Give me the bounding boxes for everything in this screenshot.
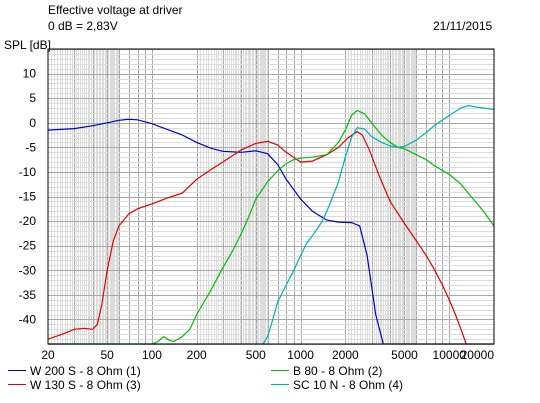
plot-frame	[47, 48, 495, 345]
chart-date: 21/11/2015	[433, 19, 493, 33]
legend-swatch-3	[8, 384, 26, 386]
legend-label-2: B 80 - 8 Ohm (2)	[293, 364, 383, 378]
legend-swatch-2	[271, 370, 289, 372]
y-tick-label: -40	[19, 312, 37, 326]
y-tick-label: -15	[19, 190, 37, 204]
chart-title: Effective voltage at driver	[48, 3, 183, 17]
y-tick-label: -10	[19, 165, 37, 179]
y-tick-label: 0	[29, 116, 36, 130]
legend-label-3: W 130 S - 8 Ohm (3)	[30, 378, 141, 392]
x-tick-label: 1000	[287, 348, 314, 362]
x-tick-label: 20000	[461, 348, 495, 362]
legend-swatch-4	[271, 384, 289, 386]
y-tick-label: -5	[25, 140, 36, 154]
y-tick-label: -30	[19, 263, 37, 277]
x-tick-label: 100	[142, 348, 162, 362]
x-tick-label: 50	[100, 348, 114, 362]
x-tick-label: 200	[187, 348, 207, 362]
grid-lines	[48, 49, 494, 345]
legend-item-series-1: W 200 S - 8 Ohm (1)	[8, 364, 141, 378]
series-line-2	[48, 130, 467, 344]
series-line-3	[48, 109, 494, 344]
x-tick-label: 20	[41, 348, 55, 362]
legend-label-1: W 200 S - 8 Ohm (1)	[30, 364, 141, 378]
series-line-1	[48, 118, 494, 344]
y-tick-label: -25	[19, 239, 37, 253]
y-axis-label: SPL [dB]	[4, 38, 51, 52]
x-tick-label: 2000	[332, 348, 359, 362]
y-tick-label: 5	[29, 91, 36, 105]
x-tick-label: 500	[246, 348, 266, 362]
x-tick-label: 5000	[391, 348, 418, 362]
legend-label-4: SC 10 N - 8 Ohm (4)	[293, 378, 404, 392]
y-tick-label: 10	[23, 67, 37, 81]
series-line-4	[48, 104, 494, 344]
series-lines	[48, 104, 494, 344]
legend-item-series-3: W 130 S - 8 Ohm (3)	[8, 378, 141, 392]
legend-item-series-4: SC 10 N - 8 Ohm (4)	[271, 378, 403, 392]
y-tick-label: -20	[19, 214, 37, 228]
legend-item-series-2: B 80 - 8 Ohm (2)	[271, 364, 382, 378]
legend-swatch-1	[8, 370, 26, 372]
y-tick-labels: 10 5 0 -5 -10 -15 -20 -25 -30 -35 -40	[19, 67, 37, 327]
x-tick-label: 10000	[433, 348, 467, 362]
reference-level: 0 dB = 2,83V	[48, 19, 118, 33]
y-tick-label: -35	[19, 288, 37, 302]
